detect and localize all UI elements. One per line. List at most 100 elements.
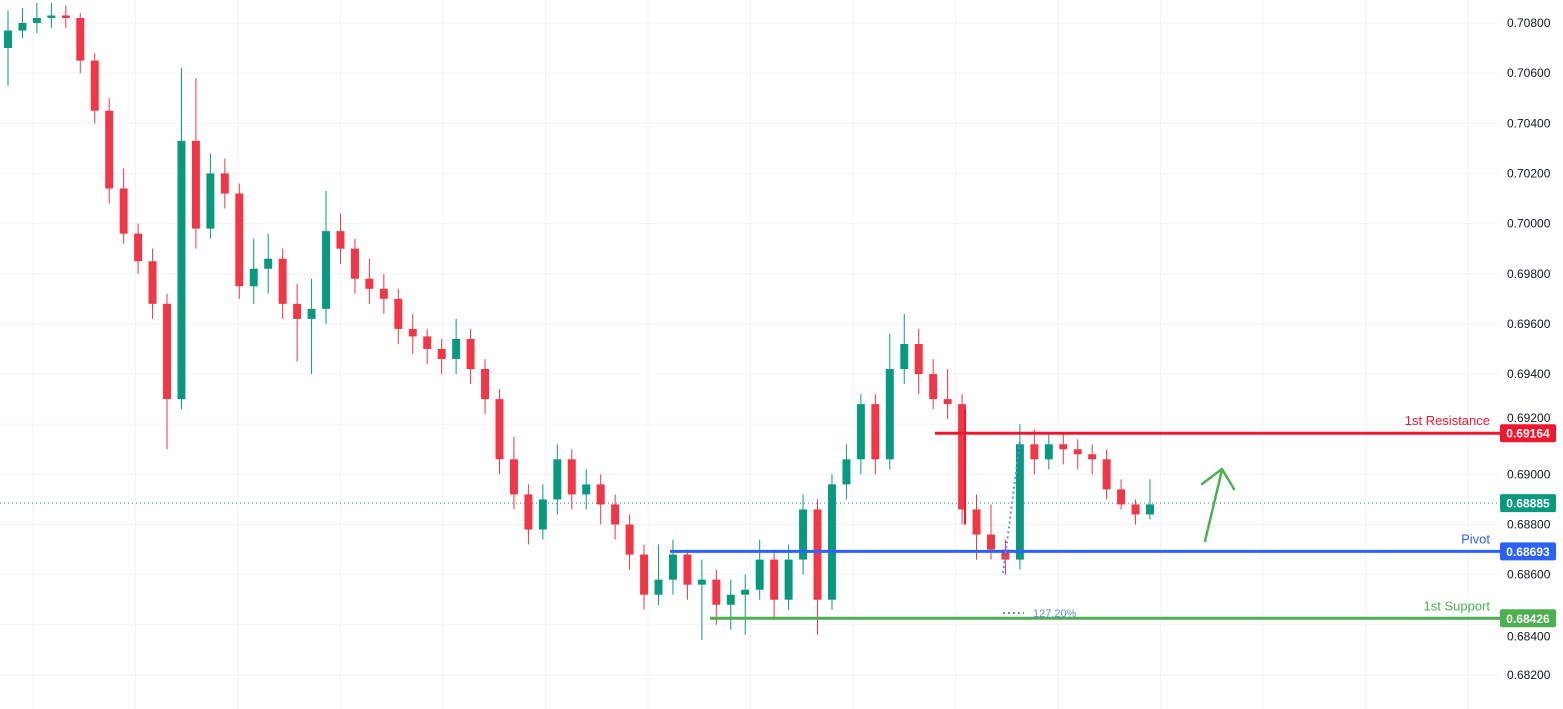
up-arrow-icon: [1200, 467, 1236, 543]
candle-body: [466, 338, 475, 370]
candle-body: [437, 348, 446, 360]
pivot-label: Pivot: [1461, 531, 1490, 546]
candle-body: [871, 404, 880, 460]
candle-body: [119, 188, 128, 234]
candle-body: [163, 303, 171, 400]
candle-body: [668, 554, 677, 580]
candle-body: [249, 268, 258, 287]
candle-body: [726, 594, 735, 605]
candle-body: [770, 559, 779, 600]
fib-label: 127.20%: [1033, 608, 1077, 620]
resistance-price-label: 0.69164: [1506, 427, 1550, 441]
candle-body: [307, 308, 316, 319]
y-tick-label: 0.70800: [1507, 16, 1551, 30]
candle-body: [900, 343, 909, 370]
candle-body: [1059, 444, 1068, 450]
candle-body: [134, 233, 143, 262]
candle-body: [914, 343, 923, 375]
y-tick-label: 0.69200: [1507, 411, 1551, 425]
candle-body: [1073, 449, 1082, 455]
candle-body: [625, 524, 634, 555]
candle-body: [683, 554, 692, 585]
candle-body: [177, 140, 186, 400]
y-tick-label: 0.69000: [1507, 467, 1551, 481]
candle-body: [4, 30, 12, 49]
candle-body: [379, 288, 388, 299]
y-tick-label: 0.68600: [1507, 568, 1551, 582]
candle-body: [264, 258, 273, 269]
candle-body: [1088, 454, 1097, 460]
y-tick-label: 0.70200: [1507, 166, 1551, 180]
candle-body: [654, 579, 663, 595]
candle-body: [1102, 459, 1111, 490]
candle-body: [640, 554, 649, 595]
y-tick-label: 0.70600: [1507, 66, 1551, 80]
candle-body: [18, 23, 27, 31]
resistance-label: 1st Resistance: [1405, 413, 1490, 428]
candle-body: [827, 484, 836, 600]
y-tick-label: 0.69400: [1507, 367, 1551, 381]
candle-body: [712, 579, 721, 605]
candle-body: [596, 484, 605, 505]
candle-body: [1117, 489, 1126, 505]
candle-body: [148, 261, 157, 304]
candle-body: [293, 303, 302, 319]
candle-body: [235, 193, 244, 287]
candle-body: [755, 559, 764, 590]
candle-body: [1131, 504, 1140, 515]
candle-body: [365, 278, 374, 289]
y-tick-label: 0.70000: [1507, 217, 1551, 231]
pivot-price-label: 0.68693: [1506, 545, 1550, 559]
candle-body: [1146, 504, 1154, 515]
resistance-price-badge: [1500, 424, 1556, 443]
candle-body: [61, 15, 70, 18]
candle-body: [105, 110, 114, 189]
candle-body: [90, 60, 99, 111]
y-tick-label: 0.69600: [1507, 317, 1551, 331]
candle-body: [408, 328, 417, 337]
candle-body: [452, 338, 461, 360]
candle-body: [958, 404, 967, 510]
candle-body: [697, 579, 706, 585]
support-price-badge: [1500, 609, 1556, 628]
candle-body: [206, 173, 215, 229]
support-price-label: 0.68426: [1506, 612, 1550, 626]
y-tick-label: 0.68400: [1507, 629, 1551, 643]
candle-body: [885, 369, 894, 460]
candle-body: [509, 459, 518, 495]
candle-body: [856, 404, 865, 460]
candle-body: [278, 258, 287, 304]
candle-body: [1015, 444, 1024, 560]
pivot-price-badge: [1500, 542, 1556, 561]
candle-body: [423, 336, 432, 349]
candle-body: [336, 231, 345, 249]
candle-body: [972, 509, 981, 535]
candle-body: [47, 15, 56, 18]
candle-body: [741, 589, 750, 595]
candle-body: [394, 298, 403, 329]
candle-body: [784, 559, 793, 600]
candle-body: [524, 494, 533, 530]
support-label: 1st Support: [1424, 598, 1491, 613]
candle-body: [191, 140, 200, 229]
candle-body: [943, 399, 952, 405]
current-price-label: 0.68885: [1506, 497, 1550, 511]
current-price-badge: [1500, 494, 1556, 513]
y-tick-label: 0.68800: [1507, 518, 1551, 532]
candle-body: [987, 534, 995, 550]
candle-body: [1001, 549, 1010, 560]
candle-body: [495, 399, 504, 460]
candle-body: [350, 248, 359, 279]
candle-body: [1030, 444, 1039, 460]
candle-body: [813, 509, 822, 600]
candle-body: [567, 459, 576, 495]
candle-body: [611, 504, 620, 525]
y-tick-label: 0.68200: [1507, 668, 1551, 682]
candle-body: [220, 173, 229, 194]
y-tick-label: 0.70400: [1507, 116, 1551, 130]
candle-body: [842, 459, 851, 485]
candle-body: [538, 499, 547, 530]
candle-body: [1044, 444, 1053, 460]
candle-body: [582, 484, 591, 495]
